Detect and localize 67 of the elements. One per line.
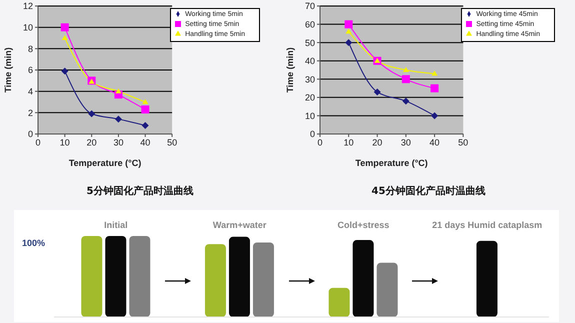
point xyxy=(346,28,352,34)
point xyxy=(432,70,438,76)
y-tick-label: 8 xyxy=(28,44,33,54)
x-tick-label: 0 xyxy=(35,137,41,148)
y-tick-label: 60 xyxy=(304,19,315,30)
bar xyxy=(376,262,398,317)
y-tick-label: 2 xyxy=(28,108,33,118)
y-tick-label: 12 xyxy=(22,1,33,12)
y-tick-label: 0 xyxy=(28,129,33,140)
point xyxy=(402,75,410,84)
x-tick-label: 20 xyxy=(372,137,382,148)
x-tick-label: 10 xyxy=(344,137,354,148)
point xyxy=(114,116,122,123)
point xyxy=(60,23,69,32)
point xyxy=(374,88,381,96)
point xyxy=(430,84,439,92)
point xyxy=(142,99,148,104)
y-tick-label: 10 xyxy=(22,22,33,33)
point xyxy=(88,110,96,118)
point xyxy=(431,112,438,120)
x-tick-label: 21 days Humid cataplasm xyxy=(432,220,542,230)
y-tick-label: 10 xyxy=(304,110,315,121)
y-tick-label: 40 xyxy=(304,56,315,66)
point xyxy=(62,35,68,40)
x-tick-label: 30 xyxy=(113,137,124,148)
y-tick-label: 20 xyxy=(304,92,315,103)
y-tick-label: 30 xyxy=(304,74,315,84)
y-tick-label: 70 xyxy=(304,1,315,12)
x-axis-title: Temperature (°C) xyxy=(355,158,428,168)
bar xyxy=(252,242,274,317)
x-tick-label: 20 xyxy=(86,137,97,148)
text: 100% xyxy=(22,238,46,248)
text: 45分钟固化产品时温曲线 xyxy=(370,184,486,198)
point xyxy=(344,20,353,28)
bar xyxy=(476,240,498,317)
point xyxy=(402,67,409,72)
x-tick-label: 50 xyxy=(167,137,178,148)
bar xyxy=(81,236,102,317)
bar xyxy=(129,236,150,317)
x-tick-label: Initial xyxy=(104,220,128,230)
point xyxy=(115,88,122,94)
point xyxy=(141,105,150,114)
x-tick-label: 0 xyxy=(317,137,323,148)
bar xyxy=(352,240,374,317)
y-tick-label: 50 xyxy=(304,38,315,48)
bar xyxy=(328,288,350,317)
bar xyxy=(204,244,226,317)
x-tick-label: 10 xyxy=(60,137,70,148)
bar xyxy=(105,236,126,317)
y-tick-label: 4 xyxy=(28,86,33,97)
y-axis-title: Time (min) xyxy=(285,47,296,93)
x-tick-label: 30 xyxy=(400,137,411,148)
point xyxy=(345,39,352,46)
point xyxy=(142,122,149,129)
point xyxy=(61,68,68,75)
bar xyxy=(228,236,250,317)
x-tick-label: Warm+water xyxy=(212,220,267,230)
y-tick-label: 0 xyxy=(310,129,315,140)
y-axis-title: Time (min) xyxy=(3,47,14,93)
text: 5分钟固化产品时温曲线 xyxy=(86,184,194,198)
x-tick-label: 50 xyxy=(458,137,468,148)
y-tick-label: 6 xyxy=(28,65,33,76)
x-tick-label: Cold+stress xyxy=(337,220,390,230)
x-tick-label: 40 xyxy=(140,137,150,148)
x-axis-title: Temperature (°C) xyxy=(68,158,142,168)
x-tick-label: 40 xyxy=(430,137,440,148)
point xyxy=(402,98,410,105)
